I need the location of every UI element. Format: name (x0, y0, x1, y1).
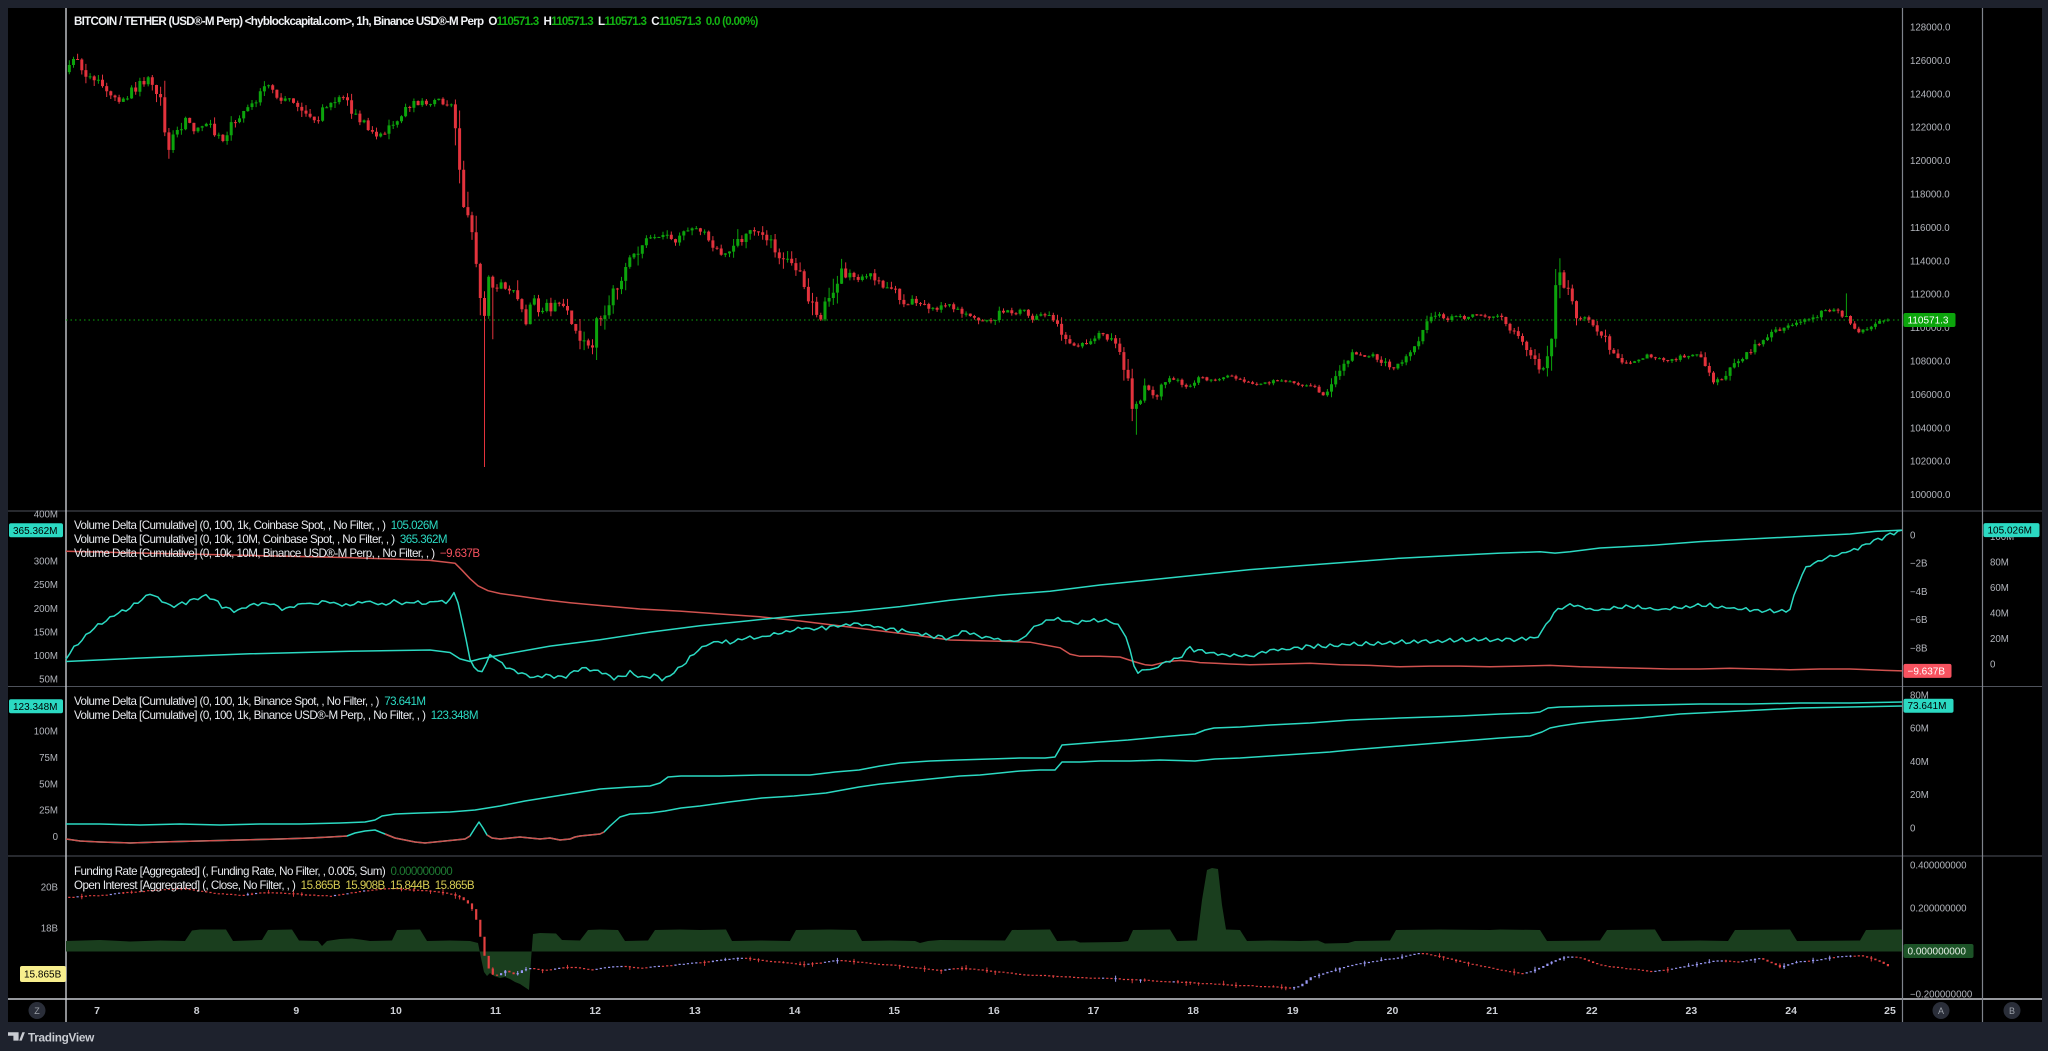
svg-text:18: 18 (1187, 1005, 1199, 1017)
svg-text:120000.0: 120000.0 (1910, 156, 1951, 167)
svg-text:150M: 150M (34, 627, 58, 638)
svg-text:124000.0: 124000.0 (1910, 89, 1951, 100)
svg-text:102000.0: 102000.0 (1910, 457, 1951, 468)
svg-text:−6B: −6B (1910, 615, 1928, 626)
svg-text:Volume Delta [Cumulative] (0,: Volume Delta [Cumulative] (0, 100, 1k, C… (74, 519, 438, 532)
svg-text:A: A (1938, 1006, 1944, 1016)
svg-text:TradingView: TradingView (28, 1031, 95, 1045)
svg-text:75M: 75M (39, 753, 58, 764)
svg-text:250M: 250M (34, 580, 58, 591)
svg-text:9: 9 (293, 1005, 299, 1017)
svg-text:−8B: −8B (1910, 643, 1928, 654)
svg-text:18B: 18B (41, 924, 58, 935)
svg-text:40M: 40M (1910, 757, 1929, 768)
svg-text:108000.0: 108000.0 (1910, 357, 1951, 368)
svg-text:Volume Delta [Cumulative] (0,: Volume Delta [Cumulative] (0, 100, 1k, B… (74, 709, 478, 722)
svg-text:128000.0: 128000.0 (1910, 23, 1951, 34)
svg-text:365.362M: 365.362M (13, 526, 57, 537)
svg-text:23: 23 (1686, 1005, 1698, 1017)
svg-text:0: 0 (1990, 659, 1996, 670)
svg-text:114000.0: 114000.0 (1910, 256, 1950, 267)
svg-text:20: 20 (1387, 1005, 1399, 1017)
svg-text:−4B: −4B (1910, 587, 1928, 598)
svg-text:Volume Delta [Cumulative] (0,: Volume Delta [Cumulative] (0, 10k, 10M, … (74, 533, 447, 546)
svg-text:60M: 60M (1910, 724, 1929, 735)
svg-text:15.865B: 15.865B (24, 970, 62, 981)
svg-text:0.200000000: 0.200000000 (1910, 903, 1967, 914)
svg-text:15: 15 (888, 1005, 900, 1017)
svg-text:25: 25 (1884, 1005, 1896, 1017)
svg-text:0: 0 (53, 832, 59, 843)
svg-text:300M: 300M (34, 557, 58, 568)
svg-text:11: 11 (490, 1005, 501, 1017)
svg-text:12: 12 (589, 1005, 601, 1017)
svg-text:106000.0: 106000.0 (1910, 390, 1951, 401)
svg-text:118000.0: 118000.0 (1910, 190, 1950, 201)
svg-text:400M: 400M (34, 510, 58, 521)
svg-text:−2B: −2B (1910, 559, 1928, 570)
svg-text:0: 0 (1910, 531, 1916, 542)
svg-text:0: 0 (1910, 823, 1916, 834)
svg-text:17: 17 (1088, 1005, 1100, 1017)
svg-text:0.400000000: 0.400000000 (1910, 860, 1967, 871)
svg-text:110571.3: 110571.3 (1908, 316, 1949, 327)
svg-text:13: 13 (689, 1005, 701, 1017)
svg-text:200M: 200M (34, 604, 58, 615)
svg-text:16: 16 (988, 1005, 1000, 1017)
svg-text:40M: 40M (1990, 608, 2009, 619)
svg-text:8: 8 (194, 1005, 200, 1017)
svg-text:−9.637B: −9.637B (1908, 666, 1946, 677)
svg-text:19: 19 (1287, 1005, 1299, 1017)
svg-text:105.026M: 105.026M (1988, 526, 2032, 537)
svg-text:20M: 20M (1910, 790, 1929, 801)
svg-text:Volume Delta [Cumulative] (0,: Volume Delta [Cumulative] (0, 10k, 10M, … (74, 547, 480, 560)
svg-text:100M: 100M (34, 727, 58, 738)
svg-text:50M: 50M (39, 779, 58, 790)
svg-text:25M: 25M (39, 806, 58, 817)
svg-text:21: 21 (1486, 1005, 1498, 1017)
svg-text:60M: 60M (1990, 583, 2009, 594)
svg-text:100000.0: 100000.0 (1910, 490, 1951, 501)
svg-text:126000.0: 126000.0 (1910, 56, 1951, 67)
svg-text:20B: 20B (41, 883, 58, 894)
svg-text:116000.0: 116000.0 (1910, 223, 1950, 234)
svg-text:80M: 80M (1990, 557, 2009, 568)
svg-text:80M: 80M (1910, 691, 1929, 702)
svg-text:100M: 100M (1990, 532, 2014, 543)
svg-text:22: 22 (1586, 1005, 1598, 1017)
svg-text:122000.0: 122000.0 (1910, 123, 1951, 134)
svg-text:24: 24 (1785, 1005, 1797, 1017)
svg-text:112000.0: 112000.0 (1910, 290, 1950, 301)
svg-text:123.348M: 123.348M (13, 702, 57, 713)
svg-text:50M: 50M (39, 675, 58, 686)
svg-text:110000.0: 110000.0 (1910, 323, 1950, 334)
svg-text:BITCOIN / TETHER (USD®-M Perp): BITCOIN / TETHER (USD®-M Perp) <hyblockc… (74, 15, 759, 28)
svg-text:7: 7 (94, 1005, 100, 1017)
svg-text:−0.200000000: −0.200000000 (1910, 990, 1973, 1001)
svg-text:Volume Delta [Cumulative] (0,: Volume Delta [Cumulative] (0, 100, 1k, B… (74, 695, 426, 708)
svg-text:10: 10 (390, 1005, 402, 1017)
svg-text:73.641M: 73.641M (1908, 701, 1947, 712)
svg-text:104000.0: 104000.0 (1910, 423, 1951, 434)
svg-text:100M: 100M (34, 651, 58, 662)
svg-text:Z: Z (34, 1006, 40, 1016)
svg-text:20M: 20M (1990, 634, 2009, 645)
svg-text:14: 14 (789, 1005, 801, 1017)
svg-text:0.000000000: 0.000000000 (1908, 947, 1967, 958)
svg-text:Open Interest [Aggregated] (,: Open Interest [Aggregated] (, Close, No … (74, 879, 475, 892)
svg-text:B: B (2009, 1006, 2015, 1016)
svg-text:Funding Rate [Aggregated] (, F: Funding Rate [Aggregated] (, Funding Rat… (74, 865, 452, 878)
